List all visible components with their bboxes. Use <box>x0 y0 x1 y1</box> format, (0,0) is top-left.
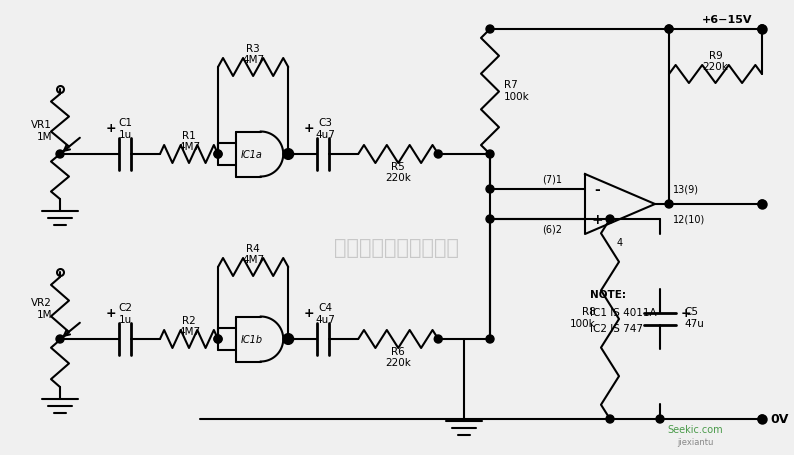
Circle shape <box>758 26 766 34</box>
Circle shape <box>434 151 442 159</box>
Circle shape <box>665 26 673 34</box>
Text: R2: R2 <box>182 315 196 325</box>
Circle shape <box>486 186 494 193</box>
Text: 1u: 1u <box>118 130 132 140</box>
Circle shape <box>486 151 494 159</box>
Text: 杭州将睷科技有限公司: 杭州将睷科技有限公司 <box>334 238 460 258</box>
Text: R7: R7 <box>504 79 518 89</box>
Circle shape <box>656 415 664 423</box>
Text: 4M7: 4M7 <box>242 55 264 65</box>
Text: IC1 IS 4011A: IC1 IS 4011A <box>590 307 657 317</box>
Text: +6−15V: +6−15V <box>702 15 752 25</box>
Text: -: - <box>594 182 600 197</box>
Text: 4M7: 4M7 <box>178 142 200 152</box>
Circle shape <box>434 335 442 343</box>
Circle shape <box>486 335 494 343</box>
Text: VR2: VR2 <box>31 298 52 307</box>
Text: 4M7: 4M7 <box>242 254 264 264</box>
Circle shape <box>284 151 292 159</box>
Text: 4M7: 4M7 <box>178 326 200 336</box>
Text: +: + <box>106 122 116 135</box>
Text: C3: C3 <box>318 118 332 128</box>
Text: 220k: 220k <box>385 172 411 182</box>
Text: 1u: 1u <box>118 314 132 324</box>
Text: R3: R3 <box>246 44 260 54</box>
Text: +: + <box>106 306 116 319</box>
Circle shape <box>665 201 673 208</box>
Text: 4u7: 4u7 <box>315 130 335 140</box>
Text: C2: C2 <box>118 302 132 312</box>
Circle shape <box>665 26 673 34</box>
Circle shape <box>486 216 494 223</box>
Circle shape <box>214 151 222 159</box>
Text: 12(10): 12(10) <box>673 214 705 224</box>
Text: jiexiantu: jiexiantu <box>676 438 713 446</box>
Text: IC2 IS 747: IC2 IS 747 <box>590 324 643 333</box>
Text: +: + <box>304 306 314 319</box>
Text: 220k: 220k <box>703 62 728 72</box>
Circle shape <box>56 335 64 343</box>
Text: R1: R1 <box>182 131 196 141</box>
Text: (7)1: (7)1 <box>542 175 562 185</box>
Circle shape <box>214 151 222 159</box>
Circle shape <box>606 216 614 223</box>
Text: +: + <box>681 307 692 320</box>
Text: R6: R6 <box>391 346 405 356</box>
Text: 100k: 100k <box>570 318 596 328</box>
Text: C4: C4 <box>318 302 332 312</box>
Text: IC1b: IC1b <box>241 334 263 344</box>
Text: IC1a: IC1a <box>241 150 262 160</box>
Text: 1M: 1M <box>37 131 52 142</box>
Circle shape <box>606 415 614 423</box>
Text: C5: C5 <box>684 306 698 316</box>
Circle shape <box>214 335 222 343</box>
Text: C1: C1 <box>118 118 132 128</box>
Circle shape <box>758 26 766 34</box>
Text: Seekic.com: Seekic.com <box>667 424 723 434</box>
Text: 47u: 47u <box>684 318 703 328</box>
Circle shape <box>284 335 292 343</box>
Text: R8: R8 <box>582 306 596 316</box>
Text: 220k: 220k <box>385 357 411 367</box>
Text: R9: R9 <box>708 51 723 61</box>
Circle shape <box>758 415 766 423</box>
Text: 4: 4 <box>617 238 623 248</box>
Circle shape <box>758 201 766 208</box>
Text: +: + <box>592 212 603 227</box>
Text: NOTE:: NOTE: <box>590 289 626 299</box>
Text: 1M: 1M <box>37 309 52 319</box>
Circle shape <box>284 335 292 343</box>
Text: 13(9): 13(9) <box>673 185 699 195</box>
Text: R5: R5 <box>391 162 405 172</box>
Text: VR1: VR1 <box>31 120 52 130</box>
Text: 0V: 0V <box>770 413 788 425</box>
Text: R4: R4 <box>246 243 260 253</box>
Text: 4u7: 4u7 <box>315 314 335 324</box>
Circle shape <box>486 26 494 34</box>
Circle shape <box>214 335 222 343</box>
Text: 100k: 100k <box>504 91 530 101</box>
Circle shape <box>56 151 64 159</box>
Circle shape <box>284 151 292 159</box>
Text: +: + <box>304 122 314 135</box>
Text: (6)2: (6)2 <box>542 224 562 234</box>
